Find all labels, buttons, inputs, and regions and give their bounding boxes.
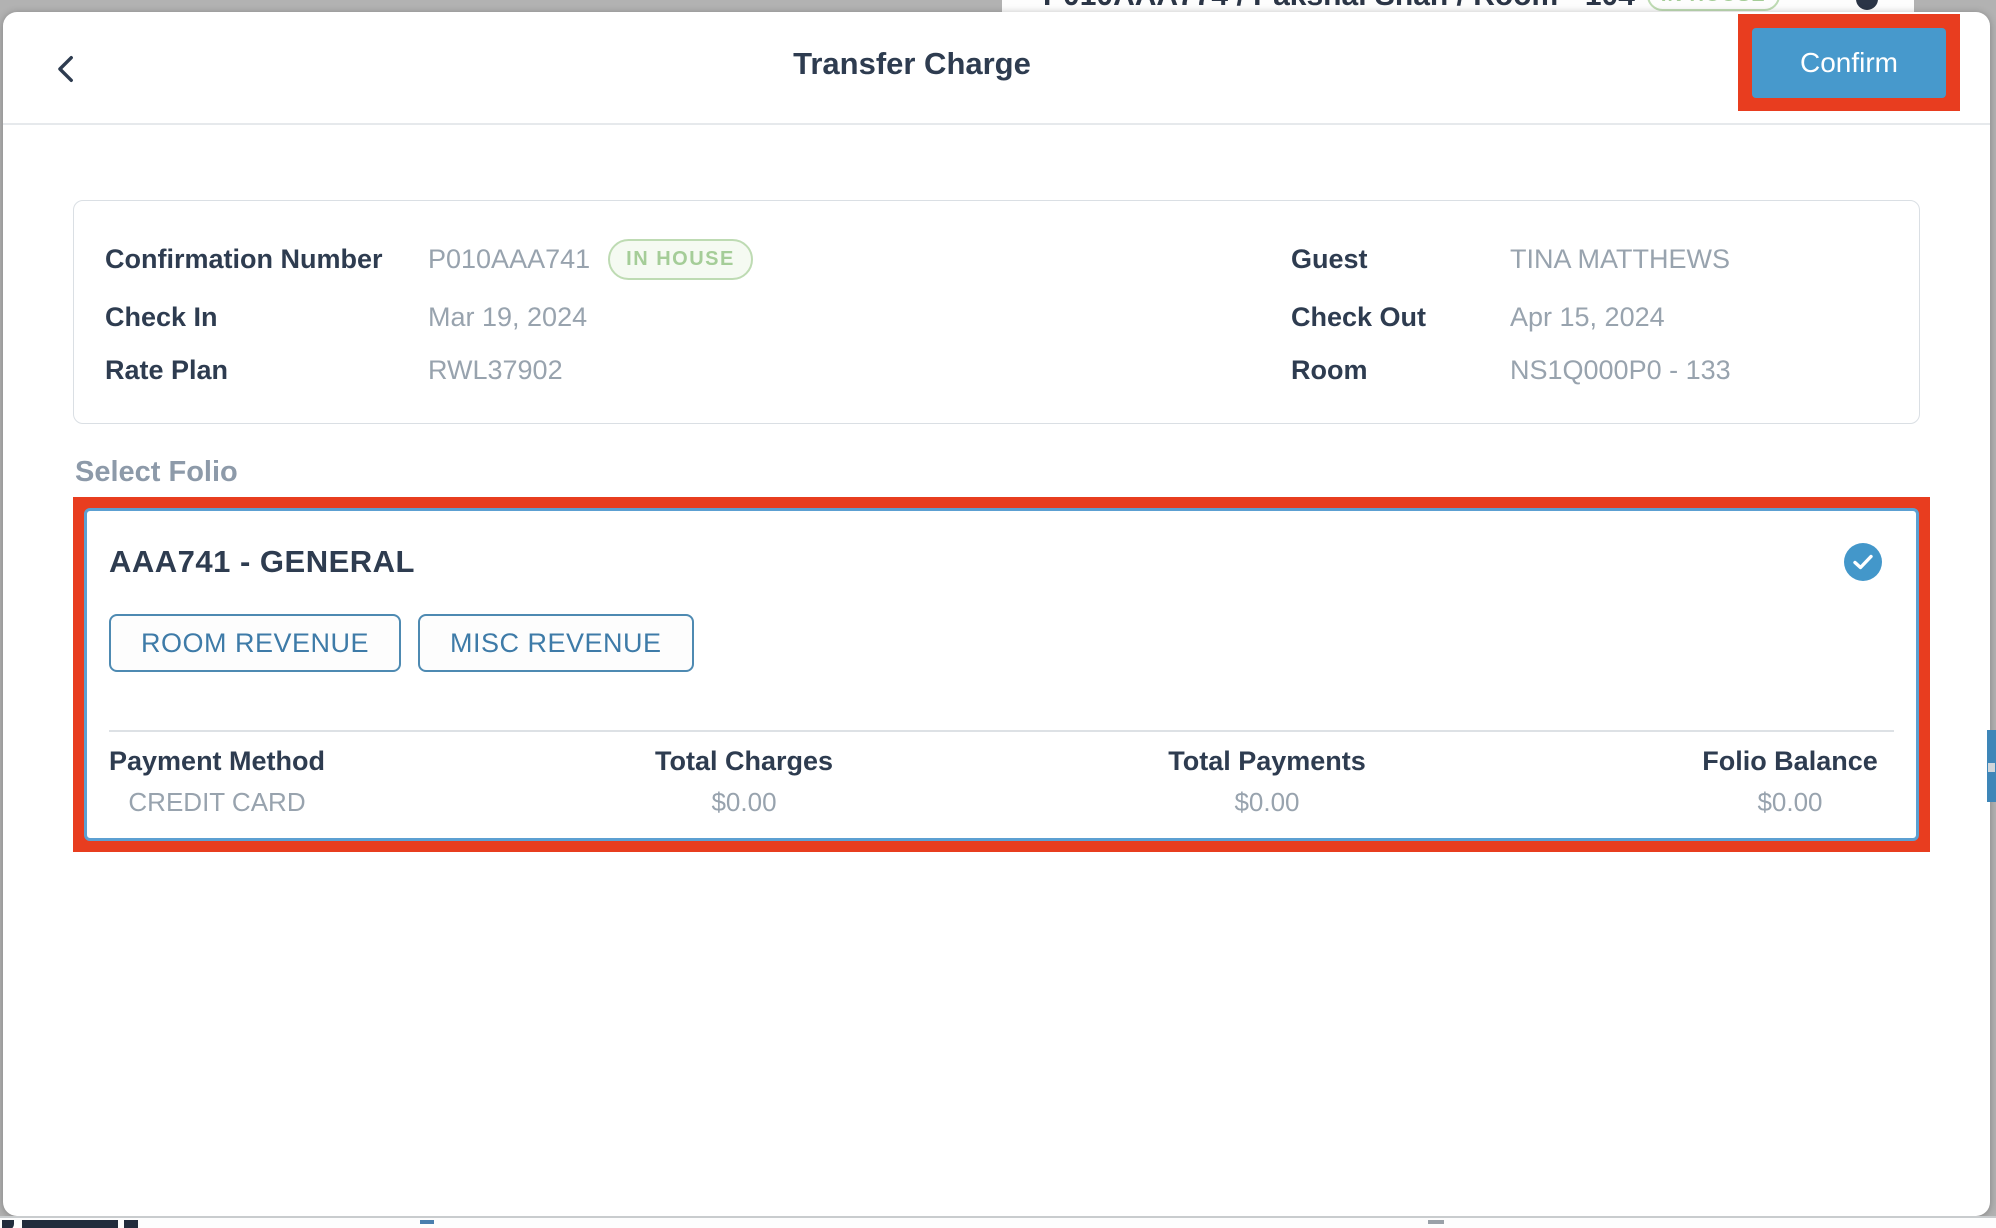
transfer-charge-modal: Transfer Charge Confirm Confirmation Num… [3,12,1990,1216]
stat-label: Payment Method [109,746,326,776]
clipped-scroll-fragment [1987,730,1996,802]
stat-value: $0.00 [1757,787,1823,817]
confirm-button[interactable]: Confirm [1752,27,1946,98]
stat-payment-method: Payment Method CREDIT CARD [109,746,325,818]
background-page-top-fragment: P010AAA774 / Pakshal Shah / Room - 104 IN… [0,0,1996,12]
reservation-summary-card: Confirmation Number P010AAA741 IN HOUSE … [73,200,1920,424]
background-page-bottom-fragment [0,1216,1996,1228]
room-value: NS1Q000P0 - 133 [1510,354,1731,385]
stat-label: Folio Balance [1702,746,1878,776]
check-in-value: Mar 19, 2024 [428,301,588,332]
room-revenue-button[interactable]: ROOM REVENUE [109,614,402,672]
clipped-text-fragment [22,1220,118,1228]
stat-total-charges: Total Charges $0.00 [640,746,848,818]
folio-stats-row: Payment Method CREDIT CARD Total Charges… [109,746,1894,818]
clipped-text-fragment [2,1220,14,1228]
stat-value: $0.00 [711,787,777,817]
confirm-annotation-box: Confirm [1738,14,1960,111]
clipped-text-fragment [124,1220,138,1228]
misc-revenue-button[interactable]: MISC REVENUE [418,614,694,672]
folio-annotation-box: AAA741 - GENERAL ROOM REVENUE MISC REVEN… [73,497,1930,852]
field-value: P010AAA741 IN HOUSE [428,238,1291,280]
field-label: Check Out [1291,301,1427,332]
guest-avatar-icon [1856,0,1878,10]
field-label: Guest [1291,243,1368,274]
background-reservation-title-text: P010AAA774 / Pakshal Shah / Room - 104 [1043,0,1635,12]
clipped-text-fragment [420,1220,434,1224]
field-label: Check In [105,301,218,332]
stat-folio-balance: Folio Balance $0.00 [1686,746,1894,818]
background-inhouse-badge: IN HOUSE [1646,0,1780,11]
folio-divider [109,730,1894,732]
background-reservation-title: P010AAA774 / Pakshal Shah / Room - 104 IN… [1043,0,1780,12]
field-label: Rate Plan [105,354,229,385]
field-label: Room [1291,354,1368,385]
stat-label: Total Payments [1168,746,1366,776]
page-title: Transfer Charge [793,46,1031,81]
modal-header: Transfer Charge Confirm [3,12,1990,125]
stat-value: CREDIT CARD [128,787,306,817]
field-label: Confirmation Number [105,243,383,274]
back-button[interactable] [43,46,91,94]
selected-check-icon [1844,543,1882,581]
confirmation-number-value: P010AAA741 [428,243,591,274]
stat-total-payments: Total Payments $0.00 [1163,746,1371,818]
clipped-text-fragment [1428,1220,1444,1224]
check-out-value: Apr 15, 2024 [1510,301,1665,332]
select-folio-section-label: Select Folio [75,456,238,488]
clipped-scroll-fragment-detail [1988,763,1995,772]
status-badge: IN HOUSE [608,238,753,280]
folio-title: AAA741 - GENERAL [109,544,415,579]
guest-name-value: TINA MATTHEWS [1510,243,1730,274]
rate-plan-value: RWL37902 [428,354,563,385]
folio-card[interactable]: AAA741 - GENERAL ROOM REVENUE MISC REVEN… [84,508,1919,841]
stat-value: $0.00 [1234,787,1300,817]
chevron-left-icon [50,55,84,92]
revenue-buttons-row: ROOM REVENUE MISC REVENUE [109,614,694,672]
stat-label: Total Charges [655,746,834,776]
